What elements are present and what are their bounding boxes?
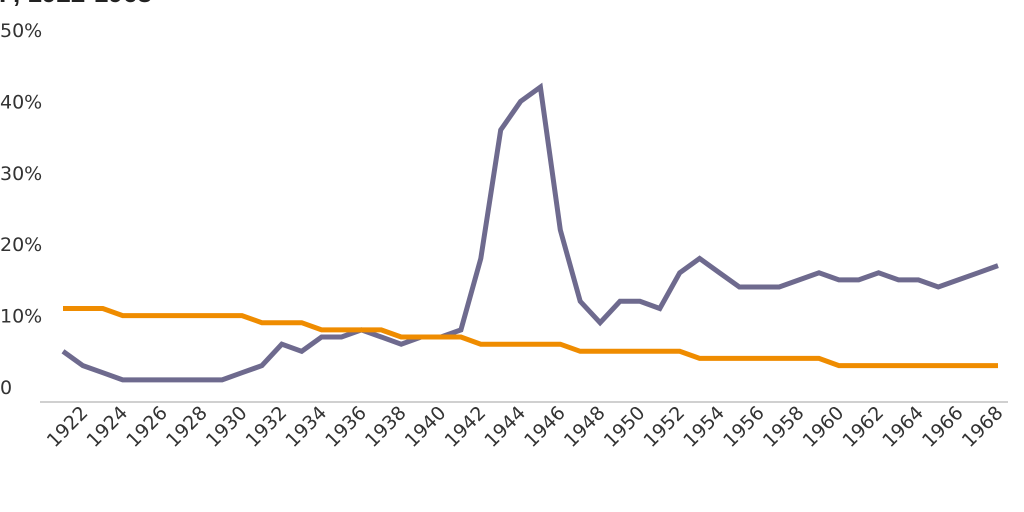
chart-title: GDP, 1922-1968 [0,0,152,8]
x-tick-label: 1942 [441,402,491,452]
y-tick-label: 10% [0,306,42,328]
x-tick-label: 1928 [162,402,212,452]
x-tick-label: 1926 [122,402,172,452]
x-tick-label: 1950 [600,402,650,452]
x-tick-label: 1936 [321,402,371,452]
x-tick-label: 1940 [401,402,451,452]
x-tick-label: 1952 [639,402,689,452]
x-axis: 1922192419261928193019321934193619381940… [43,402,1008,452]
x-tick-label: 1958 [759,402,809,452]
x-tick-label: 1968 [958,402,1008,452]
x-tick-label: 1946 [520,402,570,452]
series-line-1 [63,306,998,369]
y-tick-label: 0 [0,377,12,399]
x-tick-label: 1954 [679,402,729,452]
y-tick-label: 30% [0,163,42,185]
x-tick-label: 1934 [281,402,331,452]
x-tick-label: 1960 [799,402,849,452]
y-tick-label: 40% [0,91,42,113]
y-axis: 0 10% 20% 30% 40% 50% [0,20,42,399]
x-tick-label: 1962 [838,402,888,452]
y-tick-label: 20% [0,234,42,256]
x-tick-label: 1922 [43,402,93,452]
x-tick-label: 1932 [242,402,292,452]
x-tick-label: 1956 [719,402,769,452]
x-tick-label: 1964 [878,402,928,452]
series-lines [61,82,999,383]
x-tick-label: 1938 [361,402,411,452]
x-tick-label: 1966 [918,402,968,452]
series-line-0 [61,82,999,383]
x-tick-label: 1944 [480,402,530,452]
x-tick-label: 1930 [202,402,252,452]
y-tick-label: 50% [0,20,42,42]
x-tick-label: 1948 [560,402,610,452]
x-tick-label: 1924 [82,402,132,452]
